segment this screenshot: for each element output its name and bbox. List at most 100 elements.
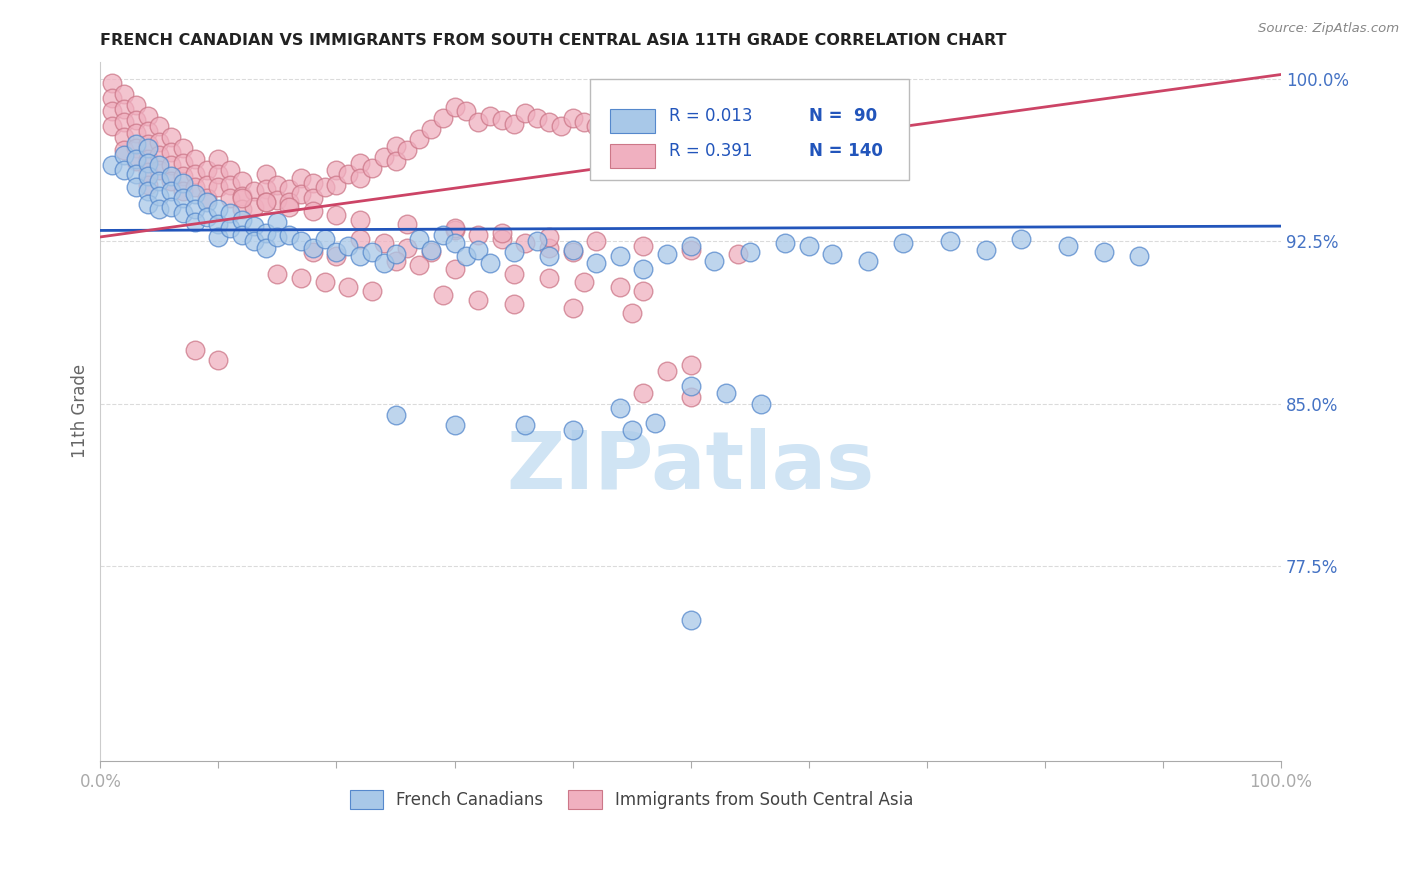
Point xyxy=(254,195,277,210)
Point xyxy=(172,191,194,205)
Point xyxy=(373,150,395,164)
Point xyxy=(207,202,229,216)
Point xyxy=(620,423,643,437)
Point xyxy=(537,241,560,255)
Point xyxy=(585,256,607,270)
Point xyxy=(502,117,524,131)
Point xyxy=(714,385,737,400)
Point xyxy=(361,245,384,260)
Point xyxy=(148,173,170,187)
Point xyxy=(633,385,655,400)
Point xyxy=(125,141,148,155)
Point xyxy=(112,115,135,129)
Point xyxy=(396,217,419,231)
Point xyxy=(609,249,631,263)
Point xyxy=(136,141,159,155)
Point xyxy=(537,271,560,285)
Point xyxy=(821,247,844,261)
Point xyxy=(349,171,371,186)
Point xyxy=(207,167,229,181)
Point xyxy=(184,202,207,216)
Point xyxy=(290,271,312,285)
Y-axis label: 11th Grade: 11th Grade xyxy=(72,364,89,458)
Point xyxy=(243,219,266,233)
Point xyxy=(891,236,914,251)
Point xyxy=(136,124,159,138)
Point xyxy=(443,223,465,237)
Point xyxy=(125,180,148,194)
Point xyxy=(148,120,170,134)
Point xyxy=(148,159,170,173)
Point xyxy=(679,379,702,393)
Point xyxy=(337,238,360,252)
Text: R = 0.013: R = 0.013 xyxy=(669,107,752,125)
Point xyxy=(231,188,253,202)
Point xyxy=(125,167,148,181)
Point xyxy=(491,232,513,246)
Point xyxy=(314,276,336,290)
Text: FRENCH CANADIAN VS IMMIGRANTS FROM SOUTH CENTRAL ASIA 11TH GRADE CORRELATION CHA: FRENCH CANADIAN VS IMMIGRANTS FROM SOUTH… xyxy=(100,33,1007,48)
Point xyxy=(148,202,170,216)
Point xyxy=(101,91,124,105)
Point xyxy=(325,178,347,192)
Point xyxy=(373,236,395,251)
Point xyxy=(112,144,135,158)
Point xyxy=(125,126,148,140)
Point xyxy=(243,234,266,248)
Point xyxy=(125,152,148,166)
Point xyxy=(254,241,277,255)
Point xyxy=(207,353,229,368)
Point xyxy=(266,215,288,229)
Point xyxy=(738,245,761,260)
Point xyxy=(219,178,242,192)
Point xyxy=(278,182,301,196)
Point xyxy=(443,221,465,235)
Point xyxy=(125,98,148,112)
Point xyxy=(679,243,702,257)
Point xyxy=(939,234,962,248)
Point xyxy=(574,276,596,290)
Point xyxy=(443,100,465,114)
Point xyxy=(384,408,406,422)
Point xyxy=(160,130,183,145)
Point xyxy=(172,141,194,155)
Point xyxy=(160,145,183,160)
Point xyxy=(195,162,218,177)
Point xyxy=(419,121,441,136)
Point xyxy=(278,200,301,214)
Point xyxy=(160,200,183,214)
Point xyxy=(184,152,207,166)
Point xyxy=(136,178,159,192)
Point xyxy=(467,243,489,257)
Point xyxy=(585,120,607,134)
Point xyxy=(314,180,336,194)
Point xyxy=(502,267,524,281)
Point xyxy=(231,202,253,216)
Text: ZIPatlas: ZIPatlas xyxy=(506,428,875,507)
Point xyxy=(254,182,277,196)
Point xyxy=(207,152,229,166)
Point xyxy=(184,215,207,229)
Point xyxy=(655,364,678,378)
Point xyxy=(254,226,277,240)
Point xyxy=(278,227,301,242)
Point xyxy=(136,165,159,179)
Point xyxy=(136,169,159,184)
Point xyxy=(125,136,148,151)
Point xyxy=(231,227,253,242)
Point xyxy=(396,241,419,255)
Point xyxy=(112,147,135,161)
Point xyxy=(160,169,183,184)
Point xyxy=(727,247,749,261)
Point xyxy=(231,191,253,205)
Point xyxy=(644,416,666,430)
Point xyxy=(172,176,194,190)
Point xyxy=(1128,249,1150,263)
Point xyxy=(856,253,879,268)
Point xyxy=(361,284,384,298)
Point xyxy=(561,243,583,257)
Point xyxy=(679,358,702,372)
Point xyxy=(384,247,406,261)
Point xyxy=(207,217,229,231)
Point xyxy=(408,258,430,272)
